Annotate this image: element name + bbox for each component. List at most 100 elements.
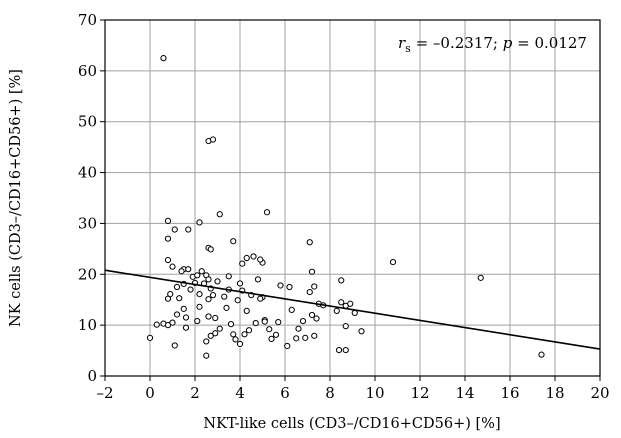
data-point (306, 239, 313, 246)
data-point (196, 219, 203, 226)
data-point (205, 276, 212, 283)
data-point (257, 256, 264, 263)
data-point (311, 283, 318, 290)
x-tick-label: 18 (545, 384, 564, 402)
data-point (261, 318, 268, 325)
data-point (250, 253, 257, 260)
data-point (185, 266, 192, 273)
data-point (311, 332, 318, 339)
data-point (196, 291, 203, 298)
data-point (194, 317, 201, 325)
data-point (389, 258, 397, 266)
data-point (239, 260, 246, 267)
data-point (146, 334, 154, 341)
data-point (351, 309, 358, 317)
data-point (164, 322, 172, 329)
data-point (295, 325, 302, 332)
data-point (266, 326, 273, 333)
data-point (338, 277, 345, 284)
data-point (171, 226, 178, 233)
r-value: = –0.2317; (411, 34, 503, 52)
data-point (207, 246, 214, 253)
data-point (288, 306, 295, 313)
data-point (173, 283, 181, 291)
plot-area-frame (104, 19, 601, 377)
y-tick-label: 30 (78, 214, 97, 232)
data-point (302, 334, 309, 341)
data-point (198, 268, 205, 275)
data-point (284, 342, 291, 350)
y-tick-label: 0 (87, 367, 97, 385)
data-point (164, 235, 172, 242)
data-point (293, 335, 300, 342)
data-point (263, 209, 271, 216)
y-tick-label: 50 (78, 113, 97, 131)
data-point (245, 327, 253, 334)
y-tick-label: 70 (78, 11, 97, 29)
data-point (214, 278, 221, 285)
data-point (342, 323, 349, 330)
data-point (212, 330, 219, 337)
data-point (333, 307, 340, 315)
data-points (146, 55, 545, 359)
x-tick-labels: –2 0 2 4 6 8 10 12 14 16 18 20 (96, 384, 609, 402)
data-point (272, 331, 280, 338)
data-point (308, 311, 316, 319)
x-tick-label: 12 (410, 384, 429, 402)
grid-lines (105, 20, 600, 376)
data-point (182, 314, 190, 321)
data-point (205, 296, 212, 303)
y-tick-label: 40 (78, 164, 97, 182)
r-subscript: s (405, 42, 411, 55)
data-point (306, 288, 313, 296)
data-point (477, 274, 484, 281)
data-point (194, 272, 201, 279)
data-point (342, 346, 349, 354)
data-point (216, 325, 223, 332)
data-point (230, 238, 237, 245)
data-point (203, 338, 210, 345)
p-value: = 0.0127 (512, 34, 587, 52)
y-tick-label: 60 (78, 62, 97, 80)
data-point (223, 304, 230, 311)
data-point (234, 297, 241, 304)
data-point (209, 292, 217, 299)
data-point (203, 352, 210, 359)
data-point (252, 320, 259, 327)
data-point (153, 321, 160, 328)
data-point (243, 307, 250, 315)
data-point (185, 226, 192, 233)
x-tick-label: 6 (280, 384, 290, 402)
x-tick-label: –2 (96, 384, 113, 402)
data-point (358, 328, 365, 335)
data-point (225, 273, 232, 280)
data-point (212, 314, 219, 322)
data-point (187, 286, 194, 293)
x-tick-label: 10 (365, 384, 384, 402)
data-point (241, 331, 248, 338)
data-point (164, 256, 172, 264)
data-point (335, 346, 343, 354)
y-axis-label: NK cells (CD3–/CD16+CD56+) [%] (8, 69, 24, 327)
data-point (257, 295, 264, 302)
data-point (347, 300, 354, 307)
data-point (277, 282, 284, 289)
data-point (164, 295, 172, 302)
data-point (275, 318, 282, 326)
y-tick-label: 20 (78, 265, 97, 283)
regression-line (104, 269, 601, 350)
data-point (182, 324, 190, 331)
x-tick-label: 8 (325, 384, 335, 402)
data-point (268, 335, 275, 342)
data-point (232, 336, 239, 343)
x-tick-label: 20 (590, 384, 609, 402)
data-point (176, 295, 183, 302)
data-point (236, 280, 244, 287)
data-point (207, 332, 214, 339)
x-tick-label: 2 (190, 384, 200, 402)
y-tick-label: 10 (78, 316, 97, 334)
data-point (196, 303, 203, 310)
data-point (313, 315, 320, 322)
data-point (538, 351, 545, 358)
data-point (169, 319, 176, 326)
